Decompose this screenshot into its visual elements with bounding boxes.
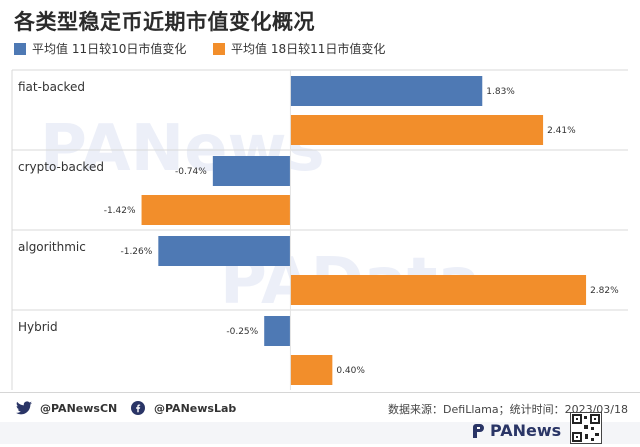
bar (290, 76, 483, 106)
category-label: crypto-backed (18, 160, 104, 174)
data-label: -1.26% (120, 247, 152, 257)
legend-label-series-2: 平均值 18日较11日市值变化 (231, 42, 386, 56)
bar-chart: fiat-backed 1.83% 2.41% crypto-backed -0.74%… (11, 69, 628, 390)
legend-swatch-series-2 (213, 42, 225, 55)
facebook-handle[interactable]: @PANewsLab (130, 401, 236, 415)
category-label: algorithmic (18, 240, 86, 254)
legend-swatch-series-1 (14, 42, 26, 55)
data-label: 2.41% (547, 126, 576, 136)
category-label: fiat-backed (18, 80, 85, 94)
data-label: 2.82% (590, 286, 619, 296)
data-label: -1.42% (104, 206, 136, 216)
chart-title: 各类型稳定币近期市值变化概况 (14, 10, 315, 34)
brand-logo: PANews (470, 421, 561, 440)
data-label: -0.25% (226, 327, 258, 337)
data-label: -0.74% (175, 167, 207, 177)
brand-name: PANews (490, 421, 562, 440)
bar (290, 115, 544, 145)
footer: @PANewsCN @PANewsLab 数据来源：DefiLlama；统计时间… (0, 392, 640, 423)
category-label: Hybrid (18, 320, 58, 334)
panews-logo-icon (473, 423, 484, 438)
data-label: 1.83% (486, 87, 515, 97)
legend-label-series-1: 平均值 11日较10日市值变化 (32, 42, 187, 56)
bar (141, 195, 291, 225)
data-source: 数据来源：DefiLlama；统计时间：2023/03/18 (388, 403, 628, 416)
facebook-icon (131, 401, 145, 415)
twitter-handle-text: @PANewsCN (40, 401, 118, 415)
bar (264, 316, 291, 346)
bar (290, 275, 587, 305)
qr-code-icon (570, 412, 602, 444)
twitter-icon (16, 401, 32, 415)
bar (158, 236, 291, 266)
twitter-handle[interactable]: @PANewsCN (16, 401, 117, 415)
legend-item-series-1: 平均值 11日较10日市值变化 (14, 40, 186, 57)
bar (212, 156, 291, 186)
legend-item-series-2: 平均值 18日较11日市值变化 (213, 40, 385, 57)
data-label: 0.40% (336, 366, 365, 376)
facebook-handle-text: @PANewsLab (154, 401, 237, 415)
bar (290, 355, 333, 385)
